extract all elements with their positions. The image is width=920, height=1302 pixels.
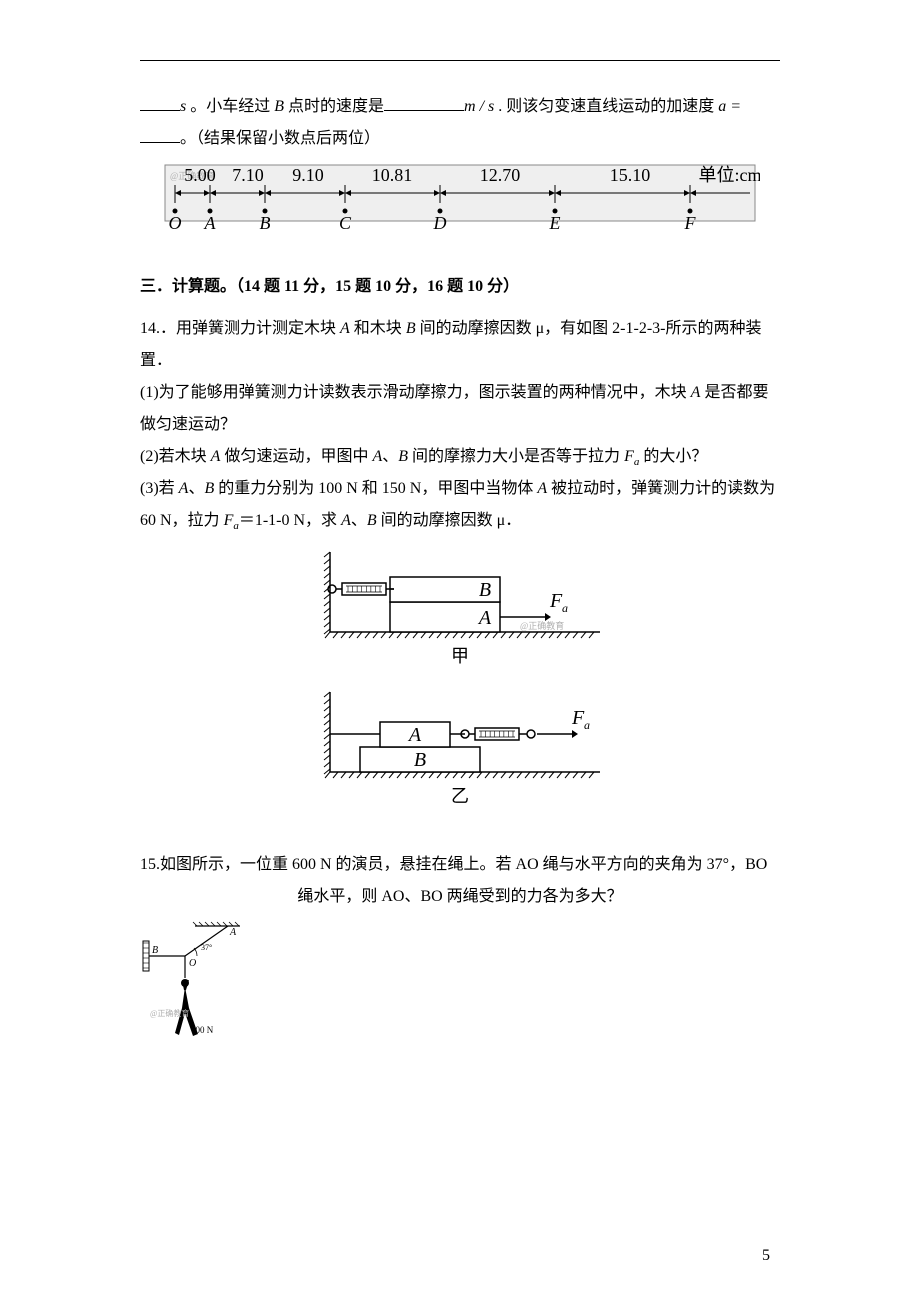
- q14-s3d: 被拉动时，弹簧测力计的读数为: [547, 480, 775, 497]
- q14-B3: B: [204, 480, 214, 497]
- svg-text:@正确教育: @正确教育: [150, 1008, 189, 1018]
- q14-s2b: 做匀速运动，甲图中: [220, 448, 372, 465]
- svg-text:B: B: [479, 579, 491, 601]
- q14-Fa1: F: [624, 448, 634, 465]
- q14-s2e: 的大小？: [639, 448, 707, 465]
- q14-Fa2: F: [224, 512, 234, 529]
- q14-sub1-line1: (1)为了能够用弹簧测力计读数表示滑动摩擦力，图示装置的两种情况中，木块 A 是…: [140, 377, 780, 409]
- svg-text:@正确教育: @正确教育: [520, 620, 564, 631]
- q14-A2: A: [691, 384, 701, 401]
- q14-sub2: (2)若木块 A 做匀速运动，甲图中 A、B 间的摩擦力大小是否等于拉力 Fa …: [140, 441, 780, 473]
- q14-line1: 14.．用弹簧测力计测定木块 A 和木块 B 间的动摩擦因数 μ，有如图 2-1…: [140, 313, 780, 345]
- svg-text:A: A: [229, 927, 237, 938]
- svg-text:B: B: [260, 213, 271, 233]
- frag-text1: 。小车经过: [186, 98, 274, 115]
- header-rule: [140, 60, 780, 61]
- svg-text:7.10: 7.10: [232, 165, 264, 185]
- svg-text:B: B: [414, 749, 426, 771]
- svg-text:乙: 乙: [451, 786, 469, 806]
- tape-figure: @正确教育5.007.109.1010.8112.7015.10单位:cmOAB…: [140, 163, 780, 255]
- q14-l1a: 14.．用弹簧测力计测定木块: [140, 320, 340, 337]
- q14-l1b: 和木块: [350, 320, 406, 337]
- q14-s2a: (2)若木块: [140, 448, 211, 465]
- svg-text:F: F: [571, 707, 585, 729]
- q14-s3c: 的重力分别为 100 N 和 150 N，甲图中当物体: [214, 480, 537, 497]
- q14-l1c: 间的动摩擦因数 μ，有如图 2-1-2-3-所示的两种装: [416, 320, 762, 337]
- section-3-title-text: 三．计算题。（14 题 11 分，15 题 10 分，16 题 10 分）: [140, 278, 519, 295]
- q15-figure: 37° B A O @正确教育600 N: [140, 921, 780, 1083]
- q14-s3g: 、: [351, 512, 367, 529]
- q14-s3e: 60 N，拉力: [140, 512, 224, 529]
- q14-A6: A: [537, 480, 547, 497]
- q14: 14.．用弹簧测力计测定木块 A 和木块 B 间的动摩擦因数 μ，有如图 2-1…: [140, 313, 780, 537]
- q14-s1b: 是否都要: [700, 384, 768, 401]
- q14-sub3-line1: (3)若 A、B 的重力分别为 100 N 和 150 N，甲图中当物体 A 被…: [140, 473, 780, 505]
- svg-text:E: E: [549, 213, 561, 233]
- q14-s3b: 、: [188, 480, 204, 497]
- svg-text:5.00: 5.00: [184, 165, 216, 185]
- svg-text:10.81: 10.81: [372, 165, 413, 185]
- var-B: B: [274, 98, 284, 115]
- q14-sub1-line2: 做匀速运动？: [140, 409, 780, 441]
- q14-B1: B: [406, 320, 416, 337]
- svg-text:D: D: [433, 213, 447, 233]
- q14-figure: ABFa@正确教育甲BAFa乙: [140, 547, 780, 839]
- svg-text:O: O: [189, 958, 196, 969]
- q14-A7: A: [341, 512, 351, 529]
- svg-text:A: A: [204, 213, 217, 233]
- blank-1: [140, 94, 180, 111]
- svg-text:a: a: [562, 601, 568, 615]
- frag-text2: 点时的速度是: [284, 98, 384, 115]
- page-number: 5: [762, 1240, 770, 1272]
- svg-text:9.10: 9.10: [292, 165, 324, 185]
- q14-svg: ABFa@正确教育甲BAFa乙: [310, 547, 610, 827]
- var-a: a =: [718, 98, 741, 115]
- svg-text:a: a: [584, 718, 590, 732]
- svg-text:单位:cm: 单位:cm: [699, 165, 761, 185]
- svg-text:甲: 甲: [451, 646, 469, 666]
- tape-svg: @正确教育5.007.109.1010.8112.7015.10单位:cmOAB…: [140, 163, 760, 243]
- fragment-line1: s 。小车经过 B 点时的速度是m / s . 则该匀变速直线运动的加速度 a …: [140, 91, 780, 123]
- svg-text:600 N: 600 N: [191, 1025, 214, 1035]
- var-ms: m / s: [464, 98, 494, 115]
- q14-B4: B: [367, 512, 377, 529]
- q14-B2: B: [398, 448, 408, 465]
- svg-text:37°: 37°: [201, 943, 212, 952]
- svg-text:A: A: [407, 724, 422, 746]
- q14-s2c: 、: [382, 448, 398, 465]
- q14-A3: A: [211, 448, 221, 465]
- svg-text:B: B: [152, 945, 158, 956]
- svg-text:12.70: 12.70: [480, 165, 521, 185]
- section-3-title: 三．计算题。（14 题 11 分，15 题 10 分，16 题 10 分）: [140, 271, 780, 303]
- q15-line2: 绳水平，则 AO、BO 两绳受到的力各为多大？: [140, 881, 780, 913]
- q14-A5: A: [179, 480, 189, 497]
- svg-text:O: O: [169, 213, 182, 233]
- q15-svg: 37° B A O @正确教育600 N: [140, 921, 250, 1071]
- q14-A1: A: [340, 320, 350, 337]
- q14-s2d: 间的摩擦力大小是否等于拉力: [408, 448, 624, 465]
- q15-line1: 15.如图所示，一位重 600 N 的演员，悬挂在绳上。若 AO 绳与水平方向的…: [140, 849, 780, 881]
- q14-line1d: 置．: [140, 345, 780, 377]
- fragment-line2: 。（结果保留小数点后两位）: [140, 123, 780, 155]
- frag-text4: 。（结果保留小数点后两位）: [180, 130, 380, 147]
- blank-3: [140, 126, 180, 143]
- q14-A4: A: [372, 448, 382, 465]
- frag-text3: . 则该匀变速直线运动的加速度: [494, 98, 718, 115]
- q14-s3f: ＝1-1-0 N，求: [239, 512, 341, 529]
- svg-text:F: F: [684, 213, 697, 233]
- svg-text:C: C: [339, 213, 352, 233]
- q14-s3h: 间的动摩擦因数 μ．: [377, 512, 522, 529]
- q14-sub3-line2: 60 N，拉力 Fa＝1-1-0 N，求 A、B 间的动摩擦因数 μ．: [140, 505, 780, 537]
- q14-s3a: (3)若: [140, 480, 179, 497]
- blank-2: [384, 94, 464, 111]
- q14-s1a: (1)为了能够用弹簧测力计读数表示滑动摩擦力，图示装置的两种情况中，木块: [140, 384, 691, 401]
- svg-text:15.10: 15.10: [610, 165, 651, 185]
- svg-text:F: F: [549, 590, 563, 612]
- svg-text:A: A: [477, 607, 492, 629]
